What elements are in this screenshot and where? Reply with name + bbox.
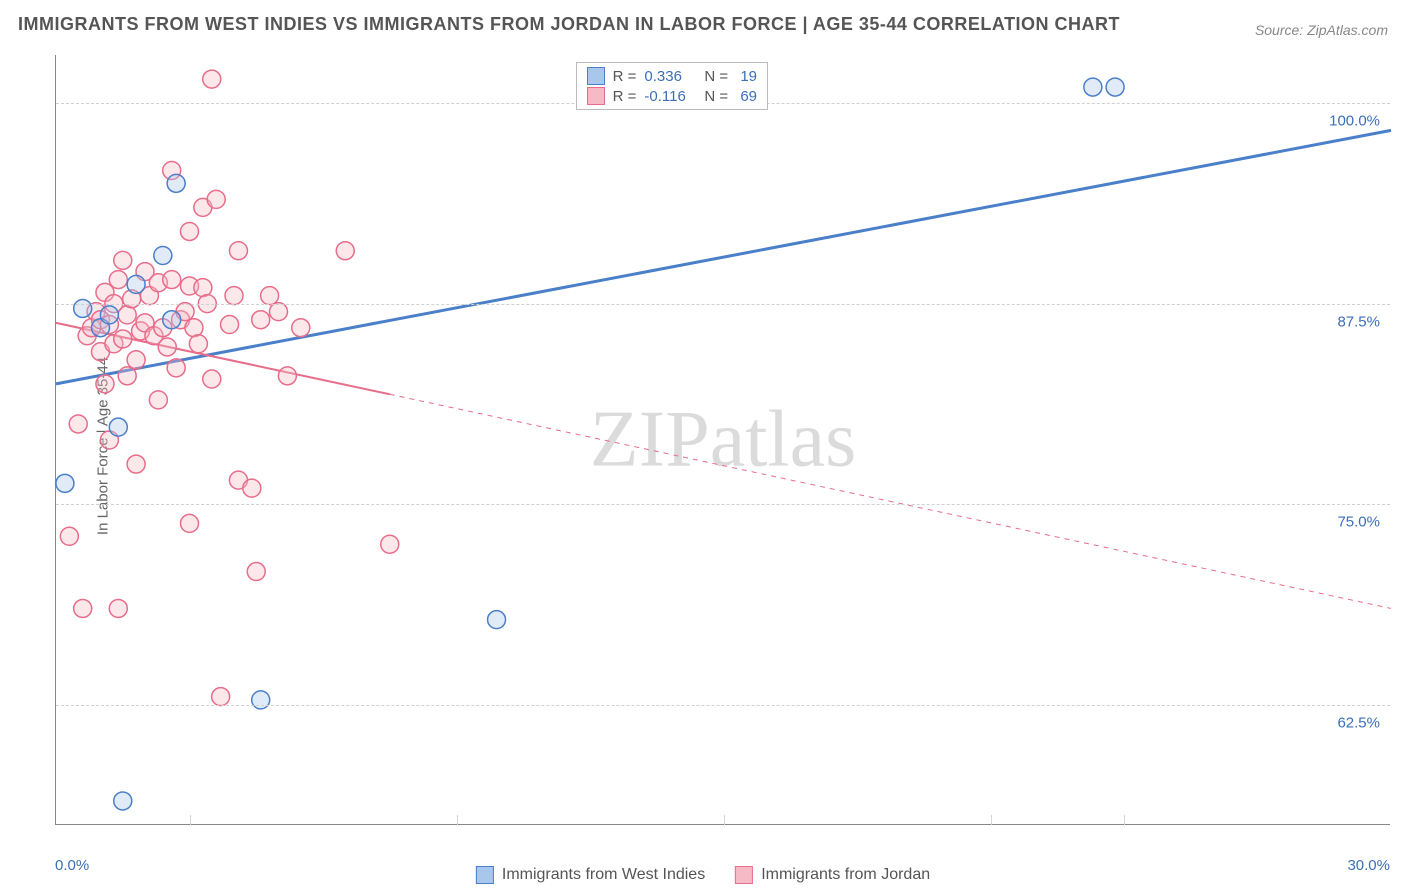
data-point bbox=[292, 319, 310, 337]
legend-swatch bbox=[587, 67, 605, 85]
data-point bbox=[154, 247, 172, 265]
data-point bbox=[60, 527, 78, 545]
data-point bbox=[69, 415, 87, 433]
x-minor-tick bbox=[724, 815, 725, 825]
y-tick-label: 87.5% bbox=[1337, 313, 1380, 330]
legend-n-label: N = bbox=[704, 68, 728, 85]
data-point bbox=[221, 316, 239, 334]
legend-r-label: R = bbox=[613, 68, 637, 85]
data-point bbox=[181, 514, 199, 532]
data-point bbox=[118, 367, 136, 385]
data-point bbox=[96, 375, 114, 393]
data-point bbox=[194, 279, 212, 297]
legend-top-row: R = -0.116 N = 69 bbox=[587, 87, 757, 105]
data-point bbox=[1084, 78, 1102, 96]
data-point bbox=[212, 688, 230, 706]
legend-swatch bbox=[476, 866, 494, 884]
data-point bbox=[203, 70, 221, 88]
y-tick-label: 100.0% bbox=[1329, 113, 1380, 130]
data-point bbox=[185, 319, 203, 337]
data-point bbox=[247, 563, 265, 581]
plot-area: ZIPatlas 62.5%75.0%87.5%100.0% bbox=[55, 55, 1390, 825]
data-point bbox=[336, 242, 354, 260]
legend-bottom-item: Immigrants from West Indies bbox=[476, 866, 705, 884]
y-tick-label: 62.5% bbox=[1337, 714, 1380, 731]
legend-r-label: R = bbox=[613, 88, 637, 105]
x-minor-tick bbox=[1124, 815, 1125, 825]
chart-title: IMMIGRANTS FROM WEST INDIES VS IMMIGRANT… bbox=[18, 14, 1120, 35]
data-point bbox=[167, 359, 185, 377]
x-minor-tick bbox=[190, 815, 191, 825]
series-legend: Immigrants from West Indies Immigrants fr… bbox=[476, 866, 930, 884]
x-minor-tick bbox=[991, 815, 992, 825]
data-point bbox=[181, 222, 199, 240]
data-point bbox=[243, 479, 261, 497]
chart-svg bbox=[56, 55, 1390, 824]
gridline-horizontal bbox=[56, 504, 1390, 505]
data-point bbox=[114, 792, 132, 810]
data-point bbox=[114, 330, 132, 348]
data-point bbox=[167, 174, 185, 192]
data-point bbox=[56, 474, 74, 492]
legend-n-label: N = bbox=[704, 88, 728, 105]
data-point bbox=[203, 370, 221, 388]
source-attribution: Source: ZipAtlas.com bbox=[1255, 22, 1388, 38]
data-point bbox=[270, 303, 288, 321]
legend-swatch bbox=[735, 866, 753, 884]
legend-r-value: -0.116 bbox=[644, 88, 696, 105]
data-point bbox=[109, 271, 127, 289]
data-point bbox=[229, 242, 247, 260]
data-point bbox=[109, 418, 127, 436]
legend-n-value: 69 bbox=[736, 88, 757, 105]
data-point bbox=[158, 338, 176, 356]
legend-top-row: R = 0.336 N = 19 bbox=[587, 67, 757, 85]
legend-bottom-item: Immigrants from Jordan bbox=[735, 866, 930, 884]
data-point bbox=[252, 311, 270, 329]
data-point bbox=[127, 275, 145, 293]
data-point bbox=[252, 691, 270, 709]
data-point bbox=[114, 251, 132, 269]
data-point bbox=[488, 611, 506, 629]
legend-r-value: 0.336 bbox=[644, 68, 696, 85]
x-tick-label: 30.0% bbox=[1347, 857, 1390, 874]
data-point bbox=[118, 306, 136, 324]
x-minor-tick bbox=[457, 815, 458, 825]
gridline-horizontal bbox=[56, 705, 1390, 706]
data-point bbox=[163, 271, 181, 289]
data-point bbox=[261, 287, 279, 305]
gridline-horizontal bbox=[56, 304, 1390, 305]
data-point bbox=[381, 535, 399, 553]
regression-line bbox=[56, 130, 1391, 383]
data-point bbox=[100, 306, 118, 324]
data-point bbox=[1106, 78, 1124, 96]
legend-series-name: Immigrants from Jordan bbox=[761, 866, 930, 884]
legend-series-name: Immigrants from West Indies bbox=[502, 866, 705, 884]
data-point bbox=[149, 391, 167, 409]
data-point bbox=[127, 351, 145, 369]
legend-swatch bbox=[587, 87, 605, 105]
data-point bbox=[163, 311, 181, 329]
data-point bbox=[278, 367, 296, 385]
y-tick-label: 75.0% bbox=[1337, 514, 1380, 531]
data-point bbox=[189, 335, 207, 353]
data-point bbox=[127, 455, 145, 473]
legend-n-value: 19 bbox=[736, 68, 757, 85]
data-point bbox=[207, 190, 225, 208]
data-point bbox=[225, 287, 243, 305]
regression-line-dashed bbox=[390, 394, 1391, 608]
data-point bbox=[109, 599, 127, 617]
data-point bbox=[74, 599, 92, 617]
correlation-legend: R = 0.336 N = 19 R = -0.116 N = 69 bbox=[576, 62, 768, 110]
x-tick-label: 0.0% bbox=[55, 857, 89, 874]
data-point bbox=[74, 299, 92, 317]
